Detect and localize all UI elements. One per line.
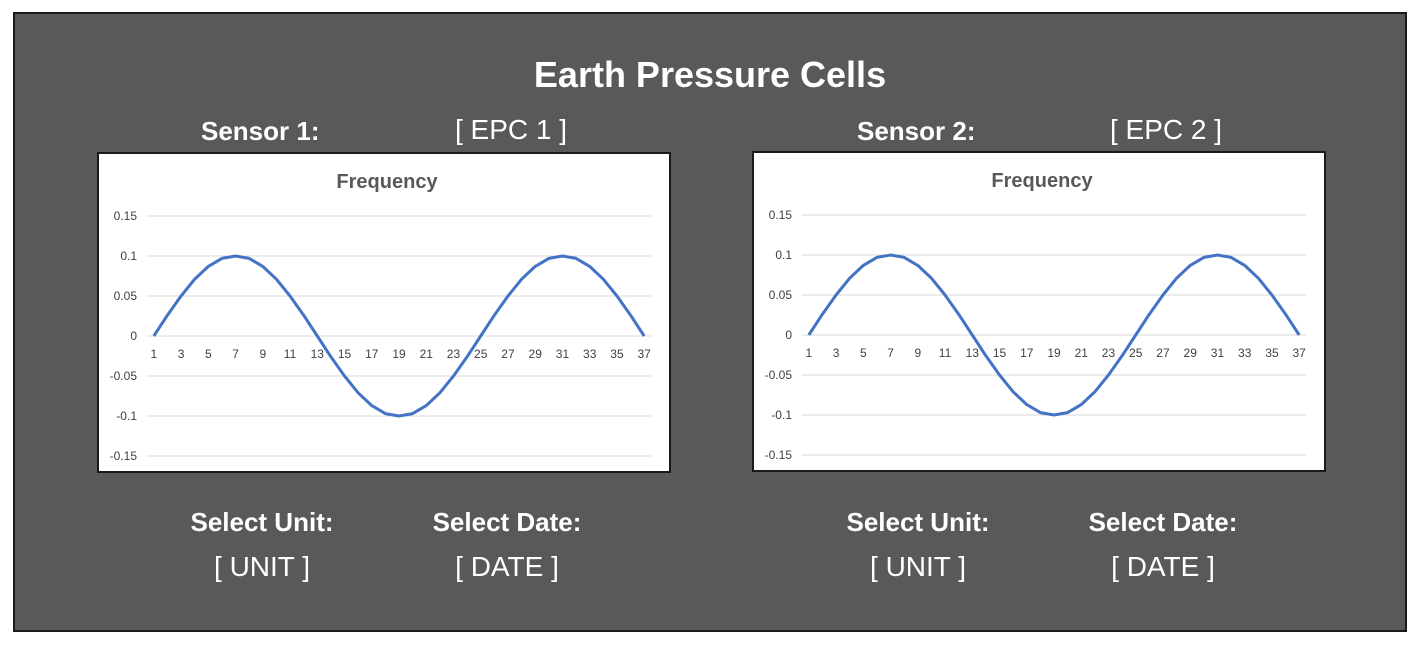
- x-tick-label: 21: [1075, 346, 1089, 360]
- y-tick-label: 0.05: [114, 289, 138, 303]
- select-date-label-2: Select Date:: [1088, 507, 1238, 537]
- y-tick-label: -0.1: [771, 408, 792, 422]
- sensor-1-label: Sensor 1:: [201, 116, 320, 146]
- x-tick-label: 7: [232, 347, 239, 361]
- date-selector-1[interactable]: [ DATE ]: [455, 551, 559, 582]
- y-tick-label: 0: [130, 329, 137, 343]
- chart-title: Frequency: [336, 171, 438, 193]
- x-tick-label: 3: [178, 347, 185, 361]
- sensor-2-value[interactable]: [ EPC 2 ]: [1110, 114, 1223, 145]
- x-tick-label: 35: [1265, 346, 1279, 360]
- x-tick-label: 1: [805, 346, 812, 360]
- y-tick-label: -0.1: [116, 409, 137, 423]
- x-tick-label: 33: [583, 347, 597, 361]
- x-tick-label: 11: [939, 346, 952, 360]
- x-tick-label: 33: [1238, 346, 1252, 360]
- x-tick-label: 13: [966, 346, 980, 360]
- date-selector-2[interactable]: [ DATE ]: [1111, 551, 1215, 582]
- y-tick-label: -0.15: [110, 449, 138, 463]
- x-tick-label: 23: [447, 347, 461, 361]
- chart-sensor-2: Frequency 0.15 0.1 0.05 0 -0.05 -0.1 -0.15 1 3 5 7 9…: [752, 151, 1326, 472]
- sensor-1-value[interactable]: [ EPC 1 ]: [455, 114, 568, 145]
- x-tick-label: 21: [420, 347, 434, 361]
- x-tick-label: 17: [365, 347, 379, 361]
- x-tick-label: 7: [887, 346, 894, 360]
- series-line: [152, 254, 646, 418]
- y-tick-label: 0.1: [120, 249, 137, 263]
- select-unit-label-1: Select Unit:: [190, 507, 334, 537]
- y-tick-label: 0.05: [769, 288, 793, 302]
- x-tick-label: 23: [1102, 346, 1116, 360]
- y-tick-label: -0.05: [765, 368, 793, 382]
- x-tick-label: 19: [392, 347, 406, 361]
- x-tick-label: 15: [338, 347, 352, 361]
- x-tick-label: 13: [311, 347, 325, 361]
- x-tick-label: 31: [556, 347, 570, 361]
- chart-sensor-1: Frequency 0.15 0.1 0.05 0 -0.05 -0.1 -0.15 1 3 5 7 9…: [97, 152, 671, 473]
- dashboard-panel: Earth Pressure Cells Sensor 1: [ EPC 1 ]…: [13, 12, 1407, 632]
- x-tick-label: 29: [529, 347, 543, 361]
- select-date-label-1: Select Date:: [432, 507, 582, 537]
- x-tick-label: 3: [833, 346, 840, 360]
- x-tick-label: 27: [1156, 346, 1170, 360]
- x-tick-label: 37: [1293, 346, 1307, 360]
- x-tick-label: 31: [1211, 346, 1225, 360]
- x-tick-label: 11: [284, 347, 297, 361]
- x-tick-label: 9: [259, 347, 266, 361]
- x-tick-label: 19: [1047, 346, 1061, 360]
- x-tick-label: 25: [474, 347, 488, 361]
- select-unit-label-2: Select Unit:: [846, 507, 990, 537]
- sensor-2-label: Sensor 2:: [857, 116, 976, 146]
- chart-title: Frequency: [991, 170, 1093, 192]
- x-tick-label: 5: [860, 346, 867, 360]
- x-tick-label: 1: [150, 347, 157, 361]
- x-tick-label: 27: [501, 347, 515, 361]
- x-tick-label: 5: [205, 347, 212, 361]
- page-title: Earth Pressure Cells: [533, 54, 887, 95]
- y-tick-label: 0: [785, 328, 792, 342]
- x-tick-label: 15: [993, 346, 1007, 360]
- x-tick-label: 17: [1020, 346, 1034, 360]
- unit-selector-1[interactable]: [ UNIT ]: [214, 551, 310, 582]
- y-tick-label: 0.15: [114, 209, 138, 223]
- x-tick-label: 25: [1129, 346, 1143, 360]
- y-tick-label: 0.1: [775, 248, 792, 262]
- x-tick-label: 35: [610, 347, 624, 361]
- x-tick-label: 29: [1184, 346, 1198, 360]
- y-tick-label: 0.15: [769, 208, 793, 222]
- unit-selector-2[interactable]: [ UNIT ]: [870, 551, 966, 582]
- series-line: [807, 253, 1301, 417]
- y-tick-label: -0.05: [110, 369, 138, 383]
- x-tick-label: 37: [638, 347, 652, 361]
- y-tick-label: -0.15: [765, 448, 793, 462]
- x-tick-label: 9: [914, 346, 921, 360]
